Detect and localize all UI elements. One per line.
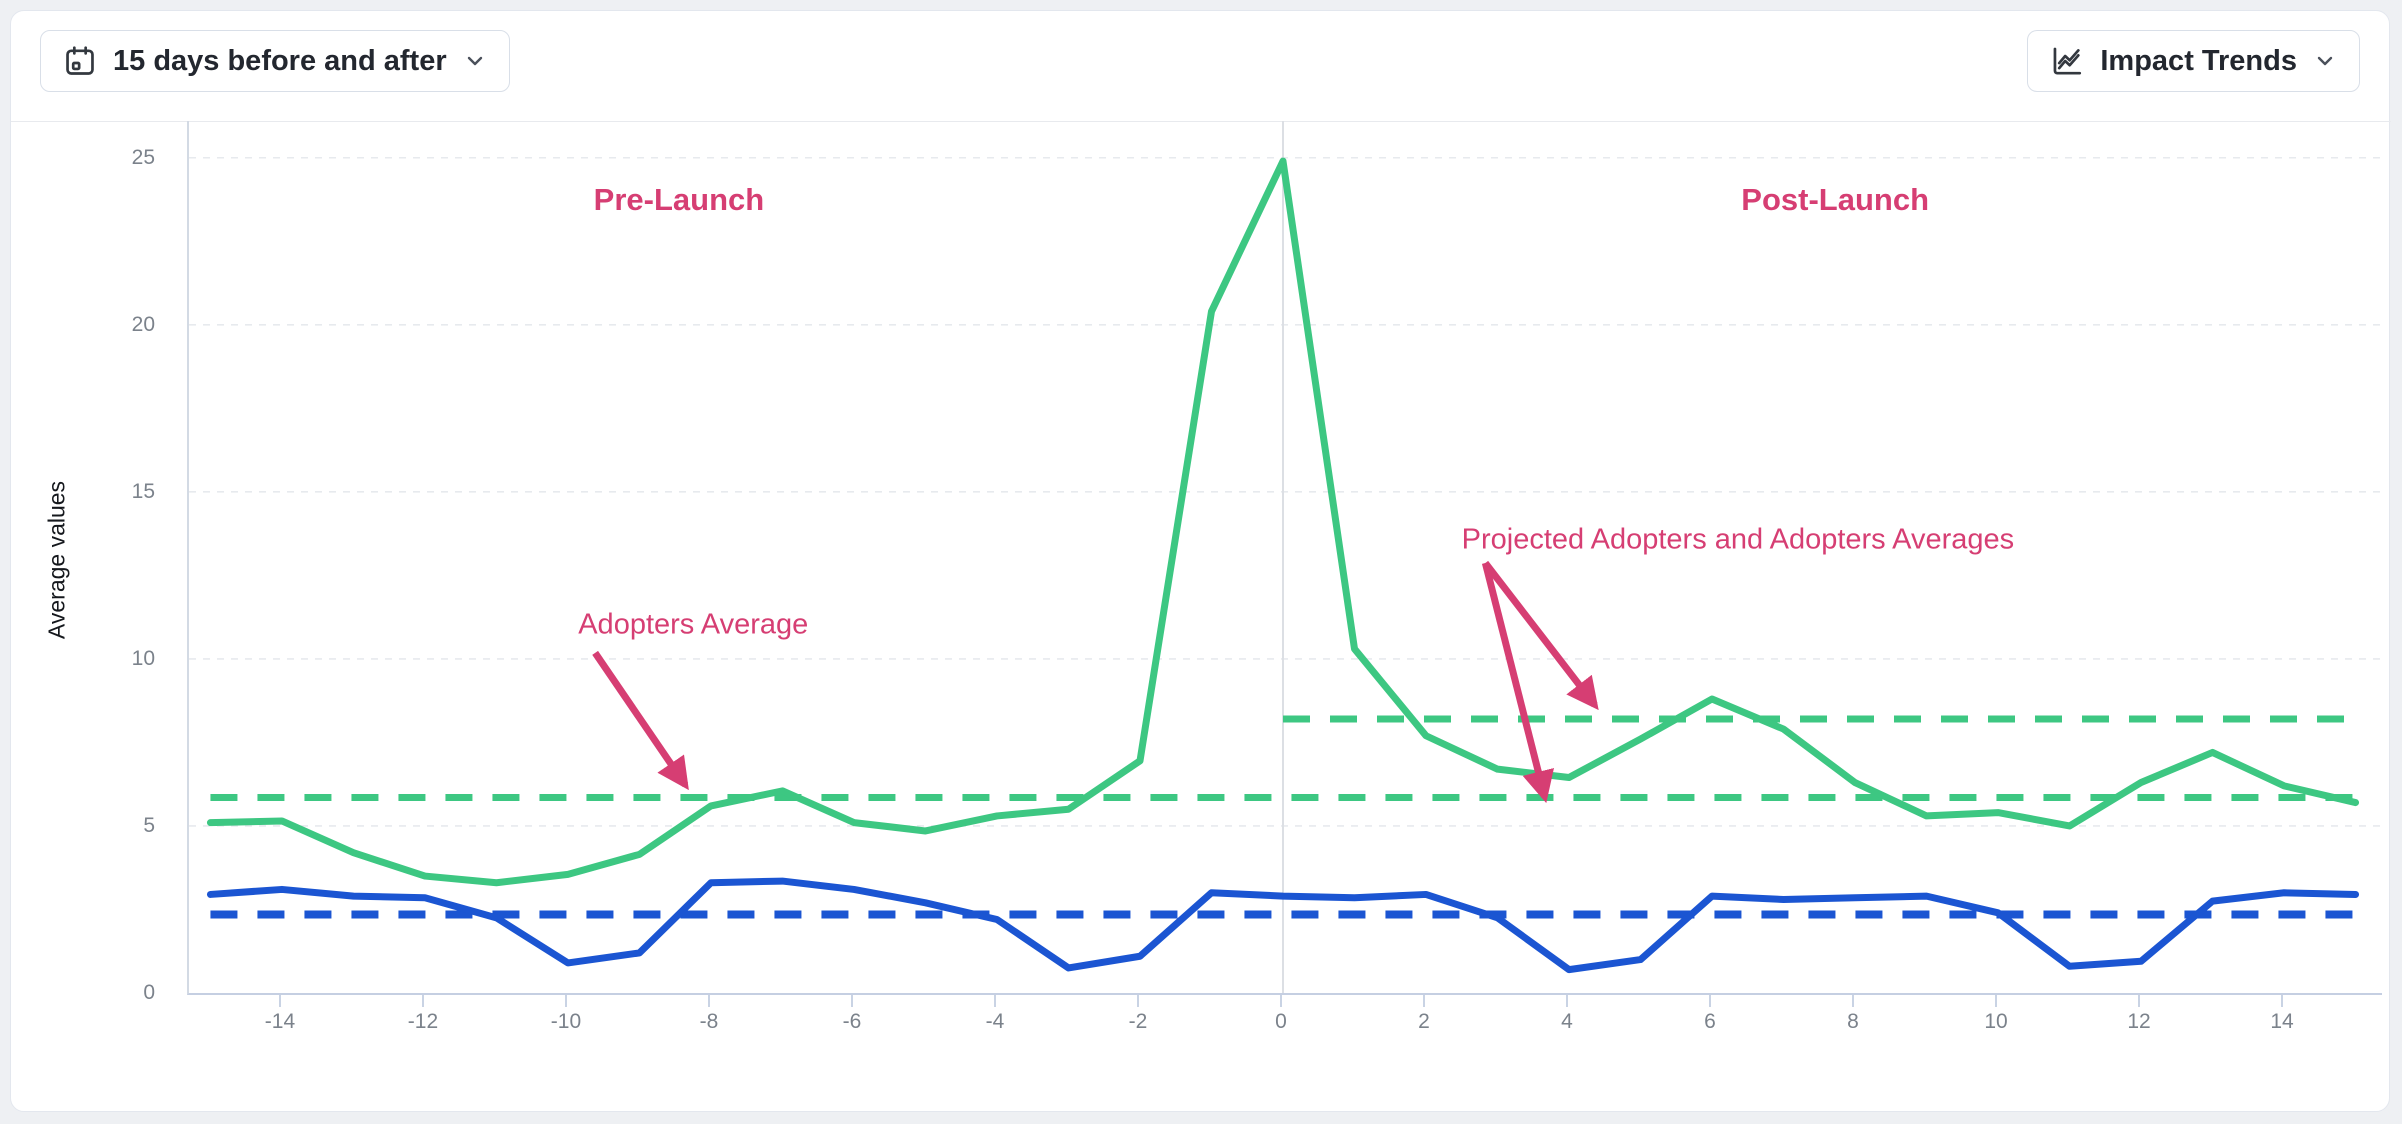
x-tick-mark: [1852, 995, 1855, 1007]
x-tick-mark: [993, 995, 996, 1007]
x-tick-mark: [1995, 995, 1998, 1007]
chevron-down-icon: [2313, 49, 2337, 73]
impact-trends-label: Impact Trends: [2100, 44, 2297, 77]
chevron-down-icon: [463, 49, 487, 73]
annotation-adopters-average: Adopters Average: [578, 608, 809, 641]
x-tick-label: -14: [264, 1010, 296, 1033]
y-axis-title: Average values: [43, 480, 70, 640]
toolbar-divider: [11, 121, 2391, 122]
chart-canvas: [189, 121, 2382, 993]
x-tick-label: 8: [1847, 1010, 1859, 1033]
x-tick-mark: [707, 995, 710, 1007]
annotation-post-launch: Post-Launch: [1741, 181, 1930, 217]
x-tick-label: 10: [1984, 1010, 2008, 1033]
x-tick-label: 0: [1275, 1010, 1287, 1033]
y-tick-label: 20: [131, 312, 155, 336]
x-tick-label: -2: [1128, 1010, 1148, 1033]
x-tick-label: 14: [2270, 1010, 2294, 1033]
chart-card: [10, 10, 2390, 1112]
x-tick-mark: [1136, 995, 1139, 1007]
x-tick-label: 4: [1561, 1010, 1573, 1033]
x-tick-mark: [1709, 995, 1712, 1007]
y-tick-label: 10: [131, 646, 155, 670]
x-tick-label: -4: [985, 1010, 1005, 1033]
date-range-label: 15 days before and after: [113, 44, 447, 77]
x-tick-label: -12: [407, 1010, 439, 1033]
y-tick-label: 0: [143, 981, 155, 1004]
calendar-icon: [63, 44, 97, 78]
annotation-pre-launch: Pre-Launch: [593, 181, 765, 217]
impact-trends-dropdown[interactable]: Impact Trends: [2027, 30, 2360, 92]
x-tick-mark: [278, 995, 281, 1007]
x-tick-mark: [1423, 995, 1425, 1007]
x-tick-mark: [421, 995, 424, 1007]
y-tick-label: 25: [131, 145, 155, 169]
x-tick-mark: [2281, 995, 2284, 1007]
x-tick-label: -8: [699, 1010, 719, 1033]
x-tick-mark: [1566, 995, 1568, 1007]
x-tick-label: 2: [1418, 1010, 1430, 1033]
line-chart-icon: [2050, 44, 2084, 78]
x-tick-label: -6: [842, 1010, 862, 1033]
x-tick-label: -10: [550, 1010, 582, 1033]
x-tick-label: 12: [2127, 1010, 2151, 1033]
annotation-projected-averages: Projected Adopters and Adopters Averages: [1461, 523, 2015, 556]
x-tick-mark: [1279, 995, 1282, 1007]
date-range-dropdown[interactable]: 15 days before and after: [40, 30, 510, 92]
x-tick-mark: [850, 995, 853, 1007]
x-tick-label: 6: [1704, 1010, 1716, 1033]
y-tick-label: 5: [143, 813, 155, 837]
plot-area[interactable]: [187, 121, 2382, 995]
y-tick-label: 15: [131, 479, 155, 503]
x-tick-mark: [564, 995, 567, 1007]
x-tick-mark: [2138, 995, 2141, 1007]
